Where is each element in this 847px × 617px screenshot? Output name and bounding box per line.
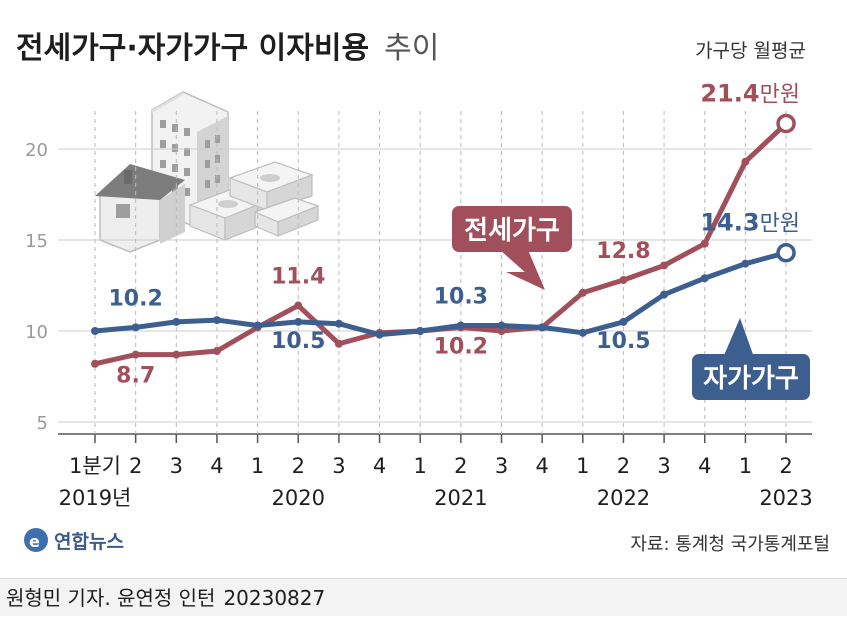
data-label: 8.7 bbox=[116, 364, 155, 389]
x-year-label: 2022 bbox=[597, 486, 650, 510]
legend-jeonse: 전세가구 bbox=[452, 206, 572, 290]
y-axis: 5 10 15 20 bbox=[25, 140, 48, 434]
data-point bbox=[212, 347, 221, 356]
svg-text:e: e bbox=[29, 532, 40, 551]
data-point bbox=[253, 321, 262, 330]
data-point bbox=[131, 323, 140, 332]
series-lines: 8.711.410.212.821.4만원10.210.510.310.514.… bbox=[91, 80, 800, 389]
house-buildings-money-illustration bbox=[95, 91, 320, 253]
end-point bbox=[776, 113, 796, 134]
legend-owner: 자가가구 bbox=[692, 318, 810, 400]
data-label: 10.5 bbox=[596, 329, 650, 354]
data-label: 11.4 bbox=[271, 265, 325, 290]
data-point bbox=[578, 288, 587, 297]
data-point bbox=[619, 317, 628, 326]
x-year-label: 2021 bbox=[434, 486, 487, 510]
y-tick-label: 20 bbox=[25, 140, 48, 161]
data-point bbox=[172, 350, 181, 359]
x-tick-label: 1 bbox=[414, 454, 427, 478]
data-point bbox=[700, 274, 709, 283]
data-label: 10.5 bbox=[271, 329, 325, 354]
x-year-label: 2019년 bbox=[59, 486, 132, 510]
legend-jeonse-label: 전세가구 bbox=[464, 216, 560, 246]
data-point bbox=[700, 239, 709, 248]
data-point bbox=[660, 290, 669, 299]
end-unit: 만원 bbox=[760, 212, 800, 237]
data-label: 10.2 bbox=[434, 334, 488, 359]
data-point bbox=[660, 261, 669, 270]
data-point bbox=[294, 317, 303, 326]
y-tick-label: 5 bbox=[37, 413, 48, 434]
data-point bbox=[212, 316, 221, 325]
legend-owner-label: 자가가구 bbox=[703, 364, 799, 394]
x-tick-label: 3 bbox=[657, 454, 670, 478]
x-year-label: 2023 bbox=[759, 486, 812, 510]
x-tick-label: 2 bbox=[292, 454, 305, 478]
x-tick-label: 3 bbox=[332, 454, 345, 478]
data-point bbox=[456, 321, 465, 330]
byline-bar: 원형민 기자. 윤연정 인턴 20230827 bbox=[0, 578, 847, 616]
data-point bbox=[538, 323, 547, 332]
yonhap-logo: e 연합뉴스 bbox=[24, 528, 124, 553]
x-tick-label: 2 bbox=[454, 454, 467, 478]
data-point bbox=[91, 327, 99, 335]
data-point bbox=[334, 339, 343, 348]
data-label: 10.3 bbox=[434, 285, 488, 310]
x-tick-label: 2 bbox=[129, 454, 142, 478]
data-point bbox=[497, 321, 506, 330]
chart-title-main: 전세가구·자가가구 이자비용 bbox=[16, 31, 369, 66]
data-point bbox=[578, 328, 587, 337]
data-point bbox=[741, 259, 750, 268]
unit-note: 가구당 월평균 bbox=[695, 40, 806, 62]
chart-title-suffix: 추이 bbox=[384, 31, 439, 66]
x-tick-label: 2 bbox=[779, 454, 792, 478]
x-tick-label: 3 bbox=[495, 454, 508, 478]
x-axis: 1분기 2 3 4 1 2 3 4 1 2 3 4 1 2 3 4 1 2 2019년 2020 2021 2022 202… bbox=[59, 434, 813, 510]
data-point bbox=[741, 157, 750, 166]
x-tick-label: 3 bbox=[170, 454, 183, 478]
x-tick-label: 1 bbox=[739, 454, 752, 478]
data-point bbox=[334, 319, 343, 328]
x-tick-label: 1 bbox=[576, 454, 589, 478]
yonhap-logo-icon bbox=[24, 528, 48, 552]
data-point bbox=[619, 276, 628, 285]
data-label: 12.8 bbox=[596, 239, 650, 264]
chart-canvas: 전세가구·자가가구 이자비용 추이 가구당 월평균 bbox=[16, 31, 830, 555]
data-point bbox=[172, 317, 181, 326]
data-point bbox=[375, 330, 384, 339]
byline-date: 20230827 bbox=[223, 586, 326, 610]
y-tick-label: 15 bbox=[25, 231, 48, 252]
series-line-owner bbox=[92, 250, 789, 338]
end-value: 14.3 bbox=[700, 209, 759, 237]
x-tick-label: 2 bbox=[617, 454, 630, 478]
end-value-label: 14.3만원 bbox=[700, 209, 800, 237]
source-note: 자료: 통계청 국가통계포털 bbox=[630, 534, 830, 555]
x-tick-label: 1분기 bbox=[69, 454, 121, 478]
data-point bbox=[416, 327, 425, 335]
x-tick-label: 4 bbox=[698, 454, 711, 478]
x-tick-label: 4 bbox=[535, 454, 548, 478]
agency-name: 연합뉴스 bbox=[54, 531, 124, 553]
end-point bbox=[776, 242, 796, 263]
data-point bbox=[294, 301, 303, 310]
x-year-label: 2020 bbox=[272, 486, 325, 510]
gridlines bbox=[58, 111, 812, 435]
end-unit: 만원 bbox=[760, 83, 800, 108]
chart-title: 전세가구·자가가구 이자비용 추이 bbox=[16, 31, 439, 66]
byline-author: 원형민 기자. 윤연정 인턴 bbox=[6, 586, 216, 610]
end-value: 21.4 bbox=[700, 80, 759, 108]
data-point bbox=[91, 359, 99, 368]
data-point bbox=[131, 350, 140, 359]
data-label: 10.2 bbox=[109, 286, 163, 311]
x-tick-label: 4 bbox=[373, 454, 386, 478]
y-tick-label: 10 bbox=[25, 322, 48, 343]
x-tick-label: 4 bbox=[210, 454, 223, 478]
end-value-label: 21.4만원 bbox=[700, 80, 800, 108]
x-tick-label: 1 bbox=[251, 454, 264, 478]
